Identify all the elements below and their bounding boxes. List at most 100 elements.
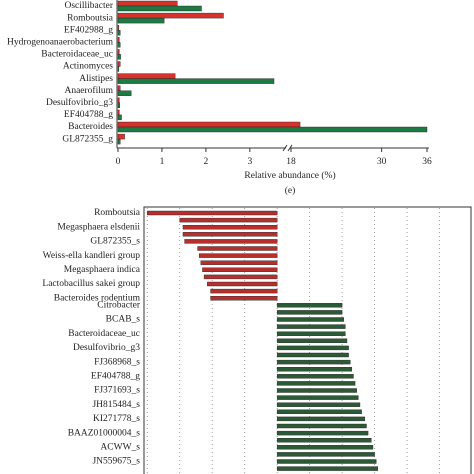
bar	[117, 138, 121, 145]
x-tick-label: 18	[286, 157, 296, 167]
bar	[117, 109, 120, 116]
bar	[276, 345, 349, 351]
y-tick-label: Romboutsia	[67, 13, 114, 23]
bar	[117, 5, 202, 12]
axis-break	[282, 144, 288, 152]
plot-frame	[143, 206, 472, 474]
y-tick-label: FJ368968_s	[94, 357, 140, 367]
y-tick-label: Lactobacillus sakei group	[42, 279, 140, 289]
bar	[276, 452, 375, 457]
bar	[117, 17, 165, 24]
bar	[182, 224, 278, 230]
y-tick-label: Bacteroidaceae_uc	[41, 50, 113, 60]
bar	[184, 239, 278, 244]
bar	[117, 78, 275, 84]
y-tick-label: BCAB_s	[106, 315, 141, 325]
bar	[117, 37, 120, 43]
bar	[210, 288, 278, 294]
bar	[276, 338, 348, 343]
bar	[276, 423, 367, 429]
bar	[117, 61, 121, 67]
y-tick-label: Anaerofilum	[64, 85, 113, 96]
x-tick-label: 30	[377, 157, 387, 167]
bar	[197, 246, 278, 251]
x-tick-label: 3	[247, 157, 252, 167]
x-axis-label: Relative abundance (%)	[244, 170, 335, 181]
y-tick-label: Oscillibacter	[64, 1, 113, 11]
bar	[179, 217, 278, 223]
y-tick-label: BAAZ01000004_s	[68, 428, 141, 438]
bar	[276, 416, 366, 422]
bar	[117, 121, 301, 128]
x-tick-label: 36	[422, 157, 432, 167]
bar	[200, 260, 278, 265]
bar	[117, 102, 120, 109]
y-tick-label: Megasphaera elsdenii	[57, 222, 140, 232]
y-tick-label: Bacteroidaceae_uc	[68, 329, 140, 339]
bar	[210, 296, 278, 301]
caption: (e)	[285, 185, 296, 196]
bar	[276, 317, 344, 322]
y-tick-label: Romboutsia	[94, 208, 141, 218]
bar	[117, 42, 121, 48]
bar	[276, 352, 349, 358]
bar	[117, 25, 120, 31]
bar	[276, 359, 351, 365]
bar	[117, 97, 120, 104]
y-tick-label: EF404788_g	[91, 371, 140, 381]
x-tick-label: 1	[160, 157, 165, 167]
y-tick-label: FJ371693_s	[94, 386, 140, 396]
y-tick-label: Hydrogenoanaerobacterium	[7, 37, 114, 47]
bar	[276, 324, 346, 329]
bar	[276, 310, 343, 315]
bar	[117, 90, 132, 96]
y-tick-label: Actinomyces	[63, 62, 113, 72]
bar	[276, 409, 362, 414]
bar	[276, 430, 369, 436]
y-tick-label: GL872355_s	[90, 237, 140, 247]
bar	[276, 381, 356, 386]
x-tick-label: 0	[116, 157, 121, 167]
y-tick-label: Megasphaera indica	[64, 265, 141, 275]
y-tick-label: Bacteroides rodentium	[54, 293, 141, 303]
y-tick-label: EF402988_g	[64, 25, 113, 35]
y-tick-label: GL872355_g	[62, 134, 113, 144]
y-tick-label: Citrobacter	[97, 300, 141, 310]
bar	[117, 85, 121, 91]
bar	[202, 267, 278, 272]
bar	[207, 281, 278, 287]
bar	[117, 0, 178, 7]
bar	[276, 388, 357, 393]
bar	[117, 73, 176, 79]
bar	[182, 232, 278, 237]
bar	[199, 253, 278, 258]
bar	[117, 12, 224, 19]
bar	[276, 459, 377, 464]
bar	[276, 445, 374, 450]
bar	[276, 331, 346, 336]
bar	[147, 210, 278, 216]
bar	[276, 438, 372, 443]
y-tick-label: Bacteroides	[68, 122, 113, 132]
bar	[276, 402, 361, 407]
y-tick-label: ACWW_s	[100, 442, 140, 452]
bar	[276, 395, 359, 400]
y-tick-label: JN559675_s	[92, 457, 140, 467]
bar	[276, 367, 353, 372]
y-tick-label: KI271778_s	[93, 414, 140, 424]
y-tick-label: JH815484_s	[92, 400, 140, 410]
bar	[203, 274, 278, 280]
bar	[117, 54, 121, 60]
bar	[117, 49, 120, 55]
axis-break	[287, 144, 293, 152]
bar	[117, 30, 121, 36]
bar	[117, 114, 122, 121]
y-tick-label: Desulfovibrio_g3	[73, 342, 140, 353]
y-tick-label: Alistipes	[79, 74, 113, 84]
bar	[117, 66, 120, 72]
bar	[117, 133, 125, 140]
bar	[276, 374, 354, 379]
bar	[117, 126, 428, 133]
x-tick-label: 2	[204, 157, 209, 167]
